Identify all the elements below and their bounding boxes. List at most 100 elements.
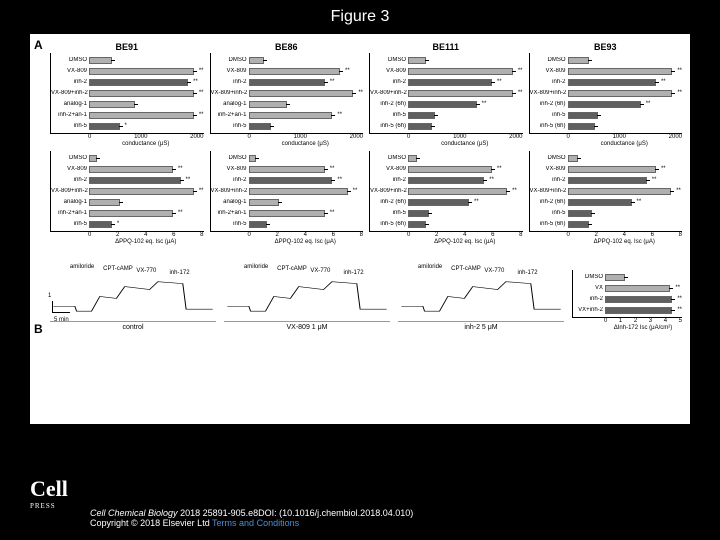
bar-label: VX-809+inh-2	[370, 188, 408, 194]
scale-v-label: 1	[48, 293, 51, 299]
bar	[568, 155, 579, 162]
significance: **	[637, 199, 642, 205]
bar	[605, 274, 625, 281]
significance: **	[646, 101, 651, 107]
bar	[408, 79, 492, 86]
bar	[249, 188, 348, 195]
bar-label: inh-2	[211, 177, 249, 183]
terms-link[interactable]: Terms and Conditions	[212, 518, 299, 528]
significance: **	[199, 90, 204, 96]
bar-label: DMSO	[211, 155, 249, 161]
bar-label: VX-809+inh-2	[51, 188, 89, 194]
chart-title: BE91	[50, 42, 204, 52]
significance: **	[193, 79, 198, 85]
bar	[249, 101, 287, 108]
bar-label: inh-5	[51, 221, 89, 227]
chart-title: BE111	[369, 42, 523, 52]
bar	[249, 123, 272, 130]
bar-chart: BE91DMSOVX-809**inh-2**VX-809+inh-2**ana…	[50, 42, 204, 147]
x-axis-label: ΔPPQ-102 eq. Isc (μA)	[369, 239, 523, 245]
significance: **	[497, 166, 502, 172]
significance: **	[353, 188, 358, 194]
bar	[408, 68, 513, 75]
bar-label: inh-2	[530, 177, 568, 183]
significance: **	[489, 177, 494, 183]
significance: **	[677, 68, 682, 74]
bar-label: inh-5	[211, 221, 249, 227]
trace-marker: CPT-cAMP	[277, 266, 307, 272]
bar	[408, 112, 435, 119]
scale-h-label: 5 min	[54, 317, 69, 323]
bar-label: VX-809	[51, 68, 89, 74]
bar-chart: DMSOVX-809**inh-2**VX-809+inh-2**analog-…	[50, 151, 204, 245]
bar	[89, 79, 188, 86]
significance: **	[199, 68, 204, 74]
bar	[605, 285, 670, 292]
trace-marker: VX-770	[136, 268, 156, 274]
trace-marker: VX-770	[310, 268, 330, 274]
bar	[249, 112, 333, 119]
bar-label: VX-809	[370, 166, 408, 172]
bar	[568, 57, 589, 64]
footer: Cell Chemical Biology 2018 25891-905.e8D…	[30, 508, 690, 528]
bar-label: VX-809	[211, 68, 249, 74]
bar	[408, 210, 429, 217]
bar	[408, 101, 477, 108]
bar-label: inh-2	[370, 177, 408, 183]
bar	[408, 155, 417, 162]
trace-name: inh-2 5 μM	[398, 324, 564, 331]
bar-label: VX-809	[370, 68, 408, 74]
significance: **	[178, 210, 183, 216]
bar-label: DMSO	[530, 155, 568, 161]
copyright-text: Copyright © 2018 Elsevier Ltd	[90, 518, 210, 528]
bar-label: DMSO	[51, 57, 89, 63]
bar	[89, 123, 120, 130]
panel-a-label: A	[34, 38, 43, 52]
x-axis-label: conductance (μS)	[50, 141, 204, 147]
trace-marker: amiloride	[244, 264, 268, 270]
trace-marker: CPT-cAMP	[103, 266, 133, 272]
bar-label: inh-2	[211, 79, 249, 85]
bar-label: DMSO	[211, 57, 249, 63]
x-axis-label: conductance (μS)	[210, 141, 364, 147]
bar-label: inh-2	[573, 296, 605, 302]
bar	[605, 296, 672, 303]
bar-label: inh-2	[530, 79, 568, 85]
bar	[408, 166, 492, 173]
chart-title: BE93	[529, 42, 683, 52]
x-axis-label: conductance (μS)	[369, 141, 523, 147]
significance: **	[330, 210, 335, 216]
bar-label: VX-809+inh-2	[530, 188, 568, 194]
bar-label: analog-1	[211, 101, 249, 107]
bar	[89, 155, 97, 162]
significance: **	[661, 79, 666, 85]
bar-label: inh-2 (6h)	[530, 101, 568, 107]
x-axis-label: ΔPPQ-102 eq. Isc (μA)	[529, 239, 683, 245]
significance: **	[358, 90, 363, 96]
significance: **	[337, 177, 342, 183]
cell-press-logo: Cell PRESS	[30, 476, 68, 510]
bar-label: analog-1	[211, 199, 249, 205]
bar-label: inh-5	[370, 210, 408, 216]
bar	[89, 101, 135, 108]
trace-marker: VX-770	[484, 268, 504, 274]
bar-label: inh-5	[51, 123, 89, 129]
bar	[89, 199, 120, 206]
bar-label: inh-5	[211, 123, 249, 129]
significance: **	[345, 68, 350, 74]
significance: **	[677, 90, 682, 96]
panel-b-label: B	[34, 322, 43, 336]
bar	[568, 90, 673, 97]
bar-label: inh-2 (6h)	[370, 101, 408, 107]
significance: **	[676, 188, 681, 194]
trace-plot: 15 minamilorideCPT-cAMPVX-770inh-172	[50, 262, 216, 322]
bar	[89, 68, 194, 75]
bar-label: inh-2+an-1	[51, 210, 89, 216]
bar	[408, 199, 469, 206]
bar	[408, 90, 513, 97]
bar	[249, 68, 341, 75]
bar	[249, 155, 257, 162]
bar-label: VX	[573, 285, 605, 291]
bar	[89, 188, 194, 195]
significance: **	[652, 177, 657, 183]
